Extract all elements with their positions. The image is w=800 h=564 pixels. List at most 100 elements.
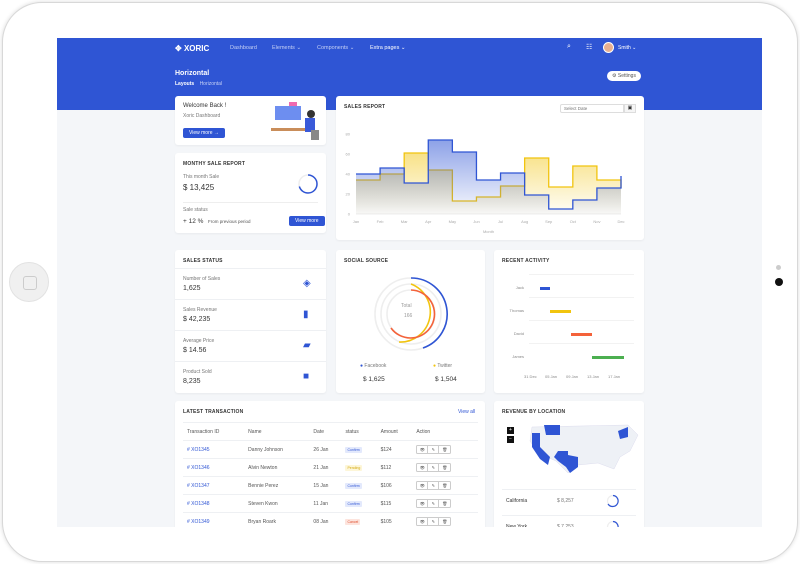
- transaction-id-link[interactable]: # XO1348: [183, 494, 245, 513]
- x-tick-label: Mar: [401, 219, 409, 224]
- stat-label: Number of Sales: [183, 276, 221, 282]
- this-month-label: This month Sale: [183, 174, 220, 180]
- delete-icon[interactable]: 🗑: [442, 483, 448, 488]
- settings-button[interactable]: ⚙ Settings: [607, 71, 641, 81]
- brand-text: XORIC: [183, 44, 210, 53]
- map-zoom-out-button[interactable]: −: [507, 436, 514, 443]
- state-texas: [554, 451, 578, 473]
- action-group: 👁 ✎ 🗑: [416, 463, 452, 472]
- location-item: California $ 8,257: [502, 489, 636, 515]
- stat-label: Sales Revenue: [183, 307, 217, 313]
- activity-bar[interactable]: [550, 310, 571, 313]
- table-row: # XO1345 Danny Johnson 26 Jan Confirm $124 👁 ✎…: [183, 440, 478, 459]
- breadcrumb-layouts[interactable]: Layouts: [175, 81, 195, 87]
- map-zoom-in-button[interactable]: +: [507, 427, 514, 434]
- activity-bar[interactable]: [571, 333, 592, 336]
- sales-status-card: SALES STATUS Number of Sales 1,625 ◈ Sales …: [175, 250, 326, 393]
- view-icon[interactable]: 👁: [417, 464, 429, 471]
- state-name: New York: [506, 524, 528, 527]
- transaction-id-link[interactable]: # XO1347: [183, 476, 245, 495]
- nav-extra-pages[interactable]: Extra pages ⌄: [370, 45, 406, 51]
- search-icon[interactable]: ⌕: [567, 43, 571, 50]
- state-progress-ring: [606, 494, 620, 508]
- edit-icon[interactable]: ✎: [428, 482, 440, 489]
- action-group: 👁 ✎ 🗑: [416, 481, 452, 490]
- state-new-york: [618, 427, 628, 439]
- welcome-card: Welcome Back ! Xoric Dashboard View more…: [175, 96, 326, 145]
- y-tick-label: 80: [346, 132, 351, 137]
- activity-person-label: James: [512, 354, 524, 359]
- delete-icon[interactable]: 🗑: [442, 501, 448, 506]
- stat-label: Average Price: [183, 338, 215, 344]
- user-menu[interactable]: Smith ⌄: [618, 45, 637, 51]
- state-revenue: $ 7,253: [557, 524, 574, 527]
- transaction-id-link[interactable]: # XO1349: [183, 512, 245, 527]
- status-badge: Confirm: [345, 500, 362, 507]
- delete-icon[interactable]: 🗑: [442, 447, 448, 452]
- view-icon[interactable]: 👁: [417, 500, 429, 507]
- amount-cell: $105: [376, 512, 413, 527]
- social-source-card: SOCIAL SOURCE Total 166 ● Facebook $ 1,6…: [336, 250, 485, 393]
- x-tick-label: Apr: [425, 219, 432, 224]
- welcome-illustration: [271, 102, 319, 140]
- delete-icon[interactable]: 🗑: [442, 519, 448, 525]
- edit-icon[interactable]: ✎: [428, 500, 440, 507]
- camera: [775, 278, 783, 286]
- activity-person-label: Jack: [515, 285, 524, 290]
- edit-icon[interactable]: ✎: [428, 446, 440, 453]
- sales-report-title: SALES REPORT: [344, 104, 386, 110]
- date-input[interactable]: [560, 104, 624, 113]
- revenue-location-card: REVENUE BY LOCATION + − California $ 8,25…: [494, 401, 644, 527]
- view-icon[interactable]: 👁: [417, 446, 429, 453]
- sales-status-item: Sales Revenue $ 42,235 ▮: [175, 299, 326, 330]
- breadcrumb-horizontal: Horizontal: [199, 81, 223, 87]
- state-montana: [544, 425, 560, 435]
- welcome-subtitle: Xoric Dashboard: [183, 113, 221, 119]
- action-group: 👁 ✎ 🗑: [416, 517, 452, 527]
- twitter-value: $ 1,504: [435, 376, 457, 383]
- stat-value: 1,625: [183, 285, 201, 292]
- transaction-id-link[interactable]: # XO1346: [183, 458, 245, 477]
- sensor: [776, 265, 781, 270]
- view-icon[interactable]: 👁: [417, 518, 429, 526]
- nav-dashboard[interactable]: Dashboard: [230, 45, 257, 51]
- view-all-link[interactable]: View all: [458, 409, 476, 415]
- delete-icon[interactable]: 🗑: [442, 465, 448, 470]
- monthly-sale-card: MONTHY SALE REPORT This month Sale $ 13,…: [175, 153, 326, 233]
- activity-bar[interactable]: [592, 356, 624, 359]
- sale-status-label: Sale status: [183, 207, 208, 213]
- total-label: Total: [401, 303, 412, 309]
- x-tick-label: Jan: [353, 219, 359, 224]
- x-tick-label: May: [449, 219, 457, 224]
- nav-components[interactable]: Components ⌄: [317, 45, 355, 51]
- brand-logo[interactable]: ✥ XORIC: [175, 44, 210, 53]
- x-tick-label: Oct: [570, 219, 577, 224]
- home-button[interactable]: [9, 262, 49, 302]
- stat-value: 8,235: [183, 378, 201, 385]
- activity-tick: 31 Dec: [524, 374, 537, 379]
- edit-icon[interactable]: ✎: [428, 464, 440, 471]
- edit-icon[interactable]: ✎: [428, 518, 440, 526]
- nav-elements[interactable]: Elements ⌄: [272, 45, 302, 51]
- gridline: [529, 343, 634, 344]
- table-row: # XO1348 Steven Kwon 11 Jan Confirm $115 👁 ✎ 🗑: [183, 494, 478, 513]
- settings-sliders-icon[interactable]: ☷: [586, 44, 593, 51]
- column-header: Name: [244, 422, 310, 441]
- calendar-icon[interactable]: ▣: [624, 104, 636, 113]
- avatar[interactable]: [603, 42, 614, 53]
- stat-value: $ 42,235: [183, 316, 211, 323]
- x-tick-label: Feb: [377, 219, 385, 224]
- welcome-view-more-button[interactable]: View more →: [183, 128, 225, 138]
- view-icon[interactable]: 👁: [417, 482, 429, 489]
- activity-tick: 09 Jan: [566, 374, 579, 379]
- transaction-id-link[interactable]: # XO1345: [183, 440, 245, 459]
- stat-value: $ 14.56: [183, 347, 207, 354]
- welcome-title: Welcome Back !: [183, 103, 227, 109]
- legend-twitter: ● Twitter: [433, 363, 453, 369]
- activity-bar[interactable]: [539, 287, 550, 290]
- social-radial-chart: [374, 277, 448, 351]
- this-month-value: $ 13,425: [183, 183, 215, 192]
- monthly-view-more-button[interactable]: View more: [289, 216, 325, 226]
- recent-activity-card: RECENT ACTIVITY Jack Thomas David James 31 D…: [494, 250, 644, 393]
- date-cell: 11 Jan: [309, 494, 342, 513]
